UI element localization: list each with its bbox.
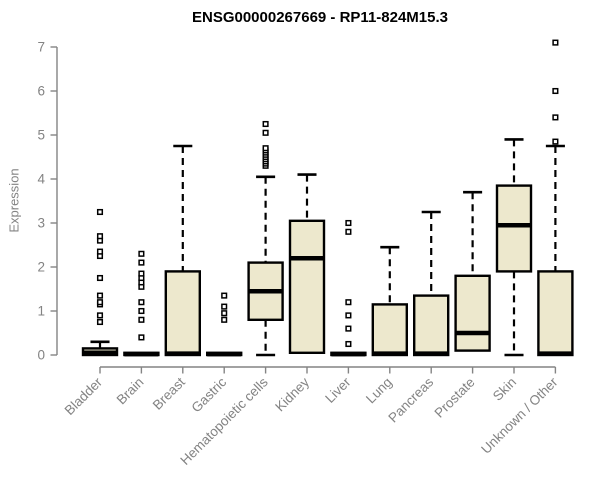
x-tick-label: Bladder [62, 374, 106, 418]
box-plot-unknown-other [537, 39, 574, 357]
outlier-point [262, 129, 269, 136]
box-plot-breast [164, 144, 202, 357]
x-tick-label: Lung [363, 375, 395, 407]
y-tick-label: 2 [37, 260, 45, 275]
box-plot-hematopoietic-cells [247, 120, 284, 357]
x-tick-label: Kidney [272, 374, 312, 414]
box-plot-bladder [81, 208, 119, 357]
box-plot-gastric [205, 292, 243, 357]
outlier-point [138, 270, 145, 277]
box-plot-liver [330, 219, 367, 357]
box-plot-brain [123, 250, 160, 357]
x-tick-label: Pancreas [385, 374, 436, 425]
x-tick-label: Unknown / Other [478, 374, 561, 457]
outlier-point [96, 312, 104, 319]
outlier-point [138, 307, 145, 315]
x-tick-label: Gastric [188, 374, 229, 415]
outlier-point [221, 310, 228, 317]
y-tick-label: 1 [37, 304, 45, 319]
outlier-point [221, 303, 228, 310]
y-tick-label: 3 [37, 216, 45, 231]
outlier-point [138, 316, 145, 323]
outlier-point [96, 248, 104, 255]
outlier-point [552, 138, 559, 145]
outlier-point [96, 299, 104, 306]
x-tick-label: Skin [490, 375, 519, 404]
outlier-point [138, 299, 145, 306]
outlier-point [552, 114, 559, 121]
outlier-point [345, 228, 352, 235]
iqr-box [454, 274, 491, 352]
outlier-point [96, 233, 104, 240]
y-tick-label: 4 [37, 172, 45, 187]
outlier-point [345, 312, 352, 319]
outlier-point [345, 219, 352, 227]
outlier-point [96, 208, 104, 216]
iqr-box [288, 219, 326, 355]
outlier-point [345, 325, 352, 332]
x-tick-label: Liver [322, 374, 354, 406]
outlier-point [552, 87, 559, 95]
outlier-point [552, 39, 559, 46]
iqr-box [537, 270, 574, 357]
outlier-point [138, 250, 145, 257]
box-plot-skin [495, 138, 533, 357]
outlier-point [221, 292, 228, 299]
box-plot-prostate [454, 190, 491, 352]
y-tick-label: 6 [37, 84, 45, 99]
box-plot-pancreas [413, 210, 450, 357]
box-plot-kidney [288, 173, 326, 355]
y-tick-label: 7 [37, 40, 45, 55]
x-tick-label: Brain [114, 375, 147, 408]
outlier-point [345, 299, 352, 306]
outlier-point [96, 318, 104, 326]
x-tick-label: Breast [150, 374, 188, 412]
iqr-box [413, 294, 450, 357]
y-tick-label: 0 [37, 348, 45, 363]
outlier-point [345, 340, 352, 348]
outlier-point [262, 120, 269, 128]
iqr-box [495, 184, 533, 273]
outlier-point [221, 316, 228, 323]
iqr-box [164, 270, 202, 357]
chart-title: ENSG00000267669 - RP11-824M15.3 [191, 9, 448, 26]
outlier-point [96, 274, 104, 282]
y-tick-label: 5 [37, 128, 45, 143]
x-tick-label: Prostate [432, 375, 478, 421]
outlier-point [138, 259, 145, 266]
outlier-point [138, 334, 145, 341]
iqr-box [371, 303, 408, 357]
box-plot-lung [371, 245, 408, 357]
outlier-point [262, 145, 269, 152]
outlier-point [96, 292, 104, 299]
